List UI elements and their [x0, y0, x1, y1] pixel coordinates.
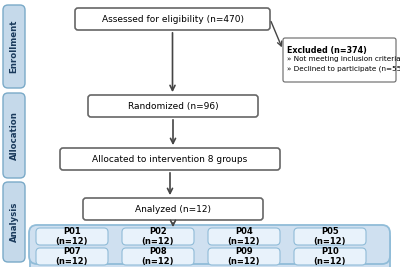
FancyBboxPatch shape: [36, 228, 108, 245]
Text: Randomized (n=96): Randomized (n=96): [128, 101, 218, 111]
FancyBboxPatch shape: [122, 248, 194, 265]
FancyBboxPatch shape: [3, 5, 25, 88]
Text: P07
(n=12): P07 (n=12): [56, 247, 88, 266]
Text: Assessed for eligibility (n=470): Assessed for eligibility (n=470): [102, 14, 244, 23]
Text: Allocated to intervention 8 groups: Allocated to intervention 8 groups: [92, 155, 248, 163]
FancyBboxPatch shape: [83, 198, 263, 220]
FancyBboxPatch shape: [3, 93, 25, 178]
Text: Analysis: Analysis: [10, 202, 18, 242]
FancyBboxPatch shape: [29, 225, 390, 264]
FancyBboxPatch shape: [36, 248, 108, 265]
FancyBboxPatch shape: [30, 231, 390, 267]
Text: Allocation: Allocation: [10, 111, 18, 160]
Text: P08
(n=12): P08 (n=12): [142, 247, 174, 266]
Text: P02
(n=12): P02 (n=12): [142, 227, 174, 246]
Text: P05
(n=12): P05 (n=12): [314, 227, 346, 246]
FancyBboxPatch shape: [283, 38, 396, 82]
Text: P01
(n=12): P01 (n=12): [56, 227, 88, 246]
Text: » Declined to participate (n=55): » Declined to participate (n=55): [287, 66, 400, 73]
FancyBboxPatch shape: [122, 228, 194, 245]
Text: P10
(n=12): P10 (n=12): [314, 247, 346, 266]
FancyBboxPatch shape: [208, 228, 280, 245]
FancyBboxPatch shape: [60, 148, 280, 170]
FancyBboxPatch shape: [3, 182, 25, 262]
Text: P09
(n=12): P09 (n=12): [228, 247, 260, 266]
FancyBboxPatch shape: [75, 8, 270, 30]
Text: Excluded (n=374): Excluded (n=374): [287, 46, 367, 55]
FancyBboxPatch shape: [88, 95, 258, 117]
Text: Analyzed (n=12): Analyzed (n=12): [135, 205, 211, 214]
FancyBboxPatch shape: [208, 248, 280, 265]
Text: » Not meeting inclusion criteria (n=319): » Not meeting inclusion criteria (n=319): [287, 56, 400, 62]
FancyBboxPatch shape: [294, 248, 366, 265]
FancyBboxPatch shape: [294, 228, 366, 245]
Text: Enrollment: Enrollment: [10, 20, 18, 73]
Text: P04
(n=12): P04 (n=12): [228, 227, 260, 246]
